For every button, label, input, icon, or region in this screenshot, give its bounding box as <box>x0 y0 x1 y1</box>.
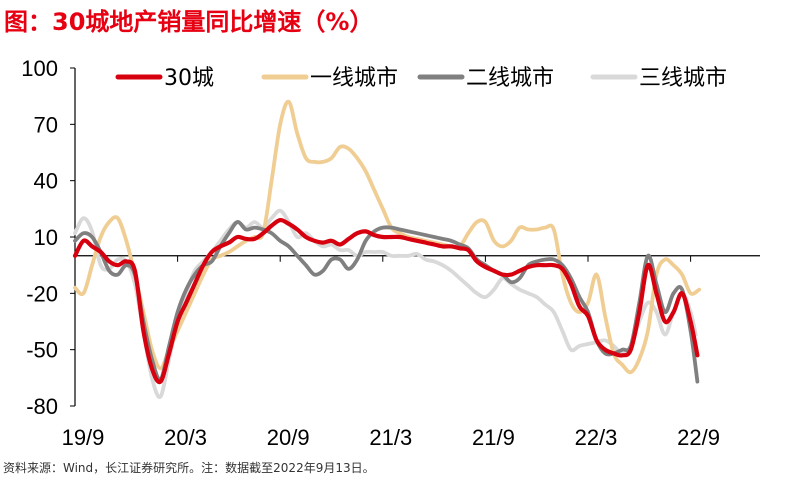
y-tick-labels: 100 70 40 10 -20 -50 -80 <box>21 56 58 419</box>
x-tick-label: 20/3 <box>164 425 207 450</box>
y-tick-label: 40 <box>34 169 58 194</box>
series-layer <box>72 99 702 400</box>
x-tick-label: 21/3 <box>369 425 412 450</box>
x-tick-label: 19/9 <box>62 425 105 450</box>
chart-title: 图：30城地产销量同比增速（%） <box>4 8 374 36</box>
legend-label: 三线城市 <box>639 66 727 91</box>
legend-label: 一线城市 <box>310 66 398 91</box>
y-tick-label: -20 <box>26 281 58 306</box>
legend-label: 二线城市 <box>466 66 554 91</box>
x-tick-label: 21/9 <box>472 425 515 450</box>
y-tick-label: -50 <box>26 338 58 363</box>
series-line-30-cities <box>72 217 700 385</box>
x-tick-label: 22/3 <box>575 425 618 450</box>
legend: 30城 一线城市 二线城市 三线城市 <box>115 66 727 91</box>
source-note: 资料来源：Wind，长江证券研究所。注：数据截至2022年9月13日。 <box>3 461 375 475</box>
x-tick-labels: 19/9 20/3 20/9 21/3 21/9 22/3 22/9 <box>62 425 720 450</box>
x-tick-label: 20/9 <box>267 425 310 450</box>
y-tick-label: -80 <box>26 394 58 419</box>
legend-label: 30城 <box>164 66 214 91</box>
y-tick-label: 10 <box>34 225 58 250</box>
y-tick-label: 70 <box>34 112 58 137</box>
y-tick-label: 100 <box>21 56 58 81</box>
x-tick-label: 22/9 <box>677 425 720 450</box>
series-line-tier1-cities <box>73 99 702 375</box>
